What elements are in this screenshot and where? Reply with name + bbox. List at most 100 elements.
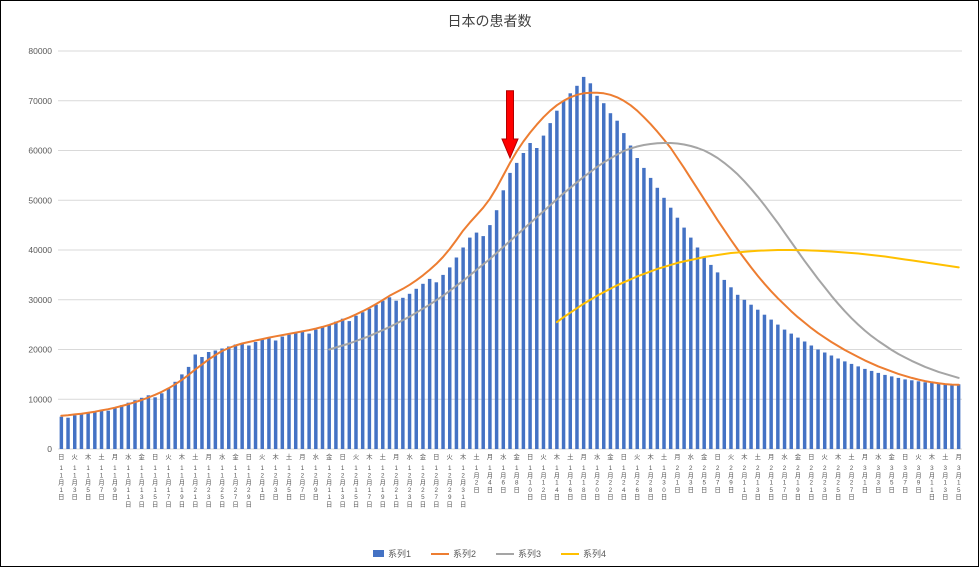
bar (822, 352, 827, 449)
bar (66, 417, 70, 449)
red-arrow-annotation (501, 90, 519, 160)
bar (220, 348, 224, 449)
bar (347, 321, 352, 449)
legend-item-系列1: 系列1 (372, 547, 411, 560)
legend-bar-swatch (372, 550, 384, 557)
bar (642, 167, 646, 449)
bar (427, 278, 432, 449)
bar (267, 338, 271, 449)
bar (307, 333, 311, 449)
bar (514, 162, 519, 449)
bar (535, 148, 539, 449)
bar (193, 354, 198, 449)
bar (762, 314, 767, 449)
y-tick-label: 60000 (28, 146, 52, 156)
bar-series-系列1 (59, 76, 961, 450)
bar (782, 329, 787, 449)
bar (635, 158, 639, 449)
y-tick-label: 30000 (28, 295, 52, 305)
bar (555, 110, 559, 449)
bar (387, 297, 392, 449)
legend-item-系列3: 系列3 (496, 547, 541, 560)
bar (314, 329, 318, 449)
bar (561, 100, 566, 450)
bar (186, 366, 191, 449)
y-tick-label: 50000 (28, 195, 52, 205)
bar (374, 304, 378, 449)
bar (916, 381, 921, 449)
bar (742, 299, 747, 450)
bar (956, 384, 961, 449)
bar (655, 187, 660, 450)
bar (414, 288, 418, 449)
y-tick-label: 80000 (28, 46, 52, 56)
bar (950, 384, 954, 449)
bar (602, 103, 606, 449)
bar (300, 331, 305, 449)
bar (360, 312, 365, 449)
bar (923, 382, 927, 449)
bar (943, 383, 947, 449)
legend-label: 系列4 (583, 549, 607, 559)
bar (93, 411, 97, 449)
bar (883, 374, 887, 449)
bar (293, 333, 298, 449)
line-series-系列3 (328, 142, 960, 379)
bar (789, 333, 793, 449)
bar (421, 283, 425, 449)
line-series-系列4 (555, 249, 960, 324)
bar (608, 113, 613, 449)
bar (407, 293, 412, 449)
bar (367, 308, 372, 449)
bar (494, 210, 499, 449)
bar (581, 76, 586, 450)
bar (796, 337, 800, 449)
chart-legend: 系列1 系列2 系列3 系列4 (1, 547, 978, 560)
bar (79, 414, 84, 449)
bar (648, 177, 653, 449)
bar (668, 207, 673, 449)
bar (334, 321, 338, 449)
bar (126, 402, 131, 449)
bar (320, 327, 325, 449)
bar (849, 363, 854, 449)
legend-item-系列4: 系列4 (561, 547, 606, 560)
bar (802, 341, 807, 449)
bar (776, 324, 780, 449)
bar (106, 410, 110, 449)
bar (180, 374, 184, 449)
bar (843, 361, 847, 449)
legend-label: 系列3 (518, 549, 542, 559)
